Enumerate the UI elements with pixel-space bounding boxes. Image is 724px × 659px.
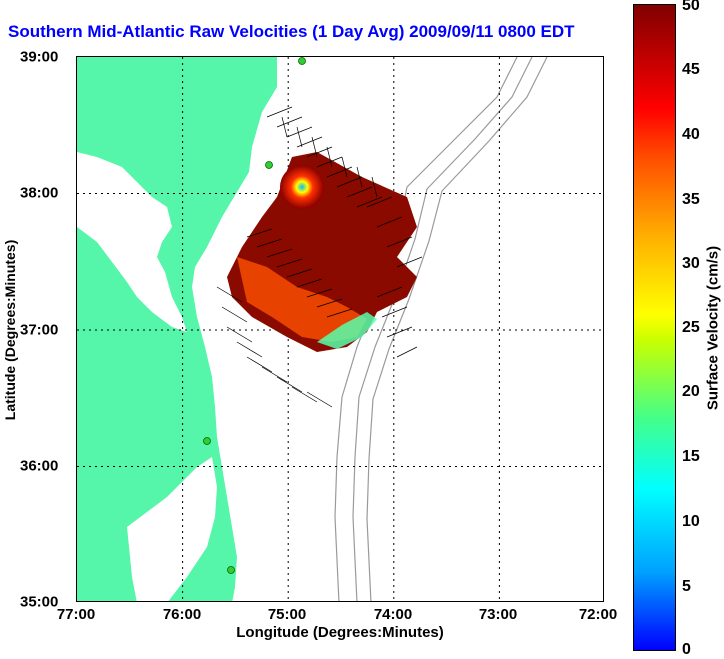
chesapeake-bay (77, 152, 187, 332)
colorbar-tick: 10 (682, 513, 700, 530)
x-axis-label: Longitude (Degrees:Minutes) (236, 624, 444, 641)
station-marker (227, 566, 235, 574)
colorbar-tick: 45 (682, 61, 700, 78)
colorbar (633, 4, 676, 651)
velocity-coastal-band (237, 257, 367, 342)
colorbar-tick: 40 (682, 126, 700, 143)
colorbar-tick: 25 (682, 319, 700, 336)
colorbar-tick: 50 (682, 0, 700, 14)
y-axis-label: Latitude (Degrees:Minutes) (2, 239, 18, 421)
eddy-center (280, 165, 324, 209)
station-marker (298, 57, 306, 65)
y-tick-label: 37:00 (20, 321, 59, 339)
station-marker (203, 437, 211, 445)
colorbar-tick: 20 (682, 383, 700, 400)
colorbar-tick: 30 (682, 255, 700, 272)
hf-radar-stations (203, 57, 306, 574)
map-canvas (77, 57, 603, 601)
map-plot-area[interactable] (76, 56, 604, 602)
colorbar-label: Surface Velocity (cm/s) (704, 245, 722, 411)
x-tick-label: 77:00 (56, 606, 96, 623)
x-tick-label: 76:00 (162, 606, 202, 623)
colorbar-tick: 0 (682, 641, 691, 658)
y-tick-label: 38:00 (20, 184, 59, 202)
pamlico-sound (127, 457, 217, 601)
velocity-arrows (216, 106, 423, 408)
y-tick-label: 36:00 (20, 457, 59, 475)
x-tick-label: 74:00 (373, 606, 413, 623)
x-tick-label: 75:00 (267, 606, 307, 623)
x-tick-label: 72:00 (578, 606, 618, 623)
station-marker (265, 161, 273, 169)
colorbar-tick: 15 (682, 448, 700, 465)
map-title: Southern Mid-Atlantic Raw Velocities (1 … (8, 22, 575, 41)
y-tick-label: 39:00 (20, 48, 59, 66)
x-tick-label: 73:00 (478, 606, 518, 623)
colorbar-tick: 5 (682, 578, 691, 595)
colorbar-tick: 35 (682, 191, 700, 208)
y-tick-label: 35:00 (20, 593, 59, 611)
velocity-slow-band (317, 312, 377, 349)
